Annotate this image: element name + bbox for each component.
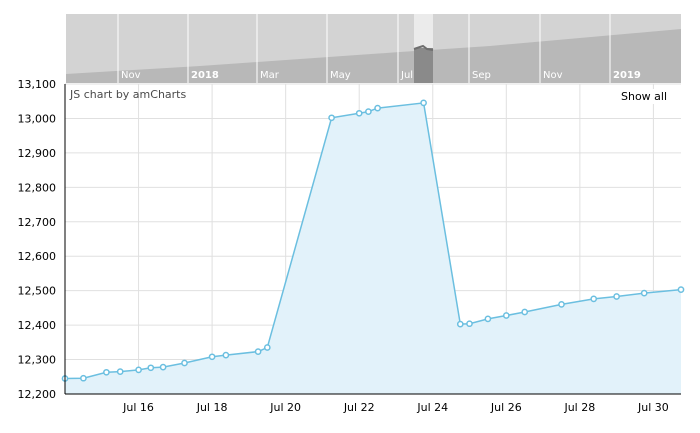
data-point[interactable] xyxy=(558,301,565,308)
data-point[interactable] xyxy=(254,348,262,355)
data-point[interactable] xyxy=(484,315,492,323)
scrollbar-label: May xyxy=(330,70,351,81)
y-tick-label: 13,000 xyxy=(18,112,57,125)
data-point[interactable] xyxy=(328,114,335,122)
data-point[interactable] xyxy=(502,312,510,319)
scrollbar-label: Sep xyxy=(472,70,491,81)
scrollbar-series xyxy=(66,29,681,83)
scrollbar[interactable]: Nov 2018 Mar May Jul Sep Nov 2019 xyxy=(66,14,681,83)
data-point[interactable] xyxy=(677,286,685,293)
data-point[interactable] xyxy=(420,99,427,107)
plot-area: 12,200 12,300 12,400 12,500 12,600 12,700 12,8… xyxy=(18,78,685,414)
data-point[interactable] xyxy=(590,295,598,303)
data-point[interactable] xyxy=(208,353,216,361)
x-tick-label: Jul 26 xyxy=(490,401,522,414)
data-point[interactable] xyxy=(80,374,87,382)
data-point[interactable] xyxy=(355,109,363,117)
scrollbar-selection-fill[interactable] xyxy=(414,48,433,83)
y-tick-label: 12,200 xyxy=(18,388,57,401)
data-point[interactable] xyxy=(181,359,188,367)
y-tick-label: 13,100 xyxy=(18,78,57,91)
data-point[interactable] xyxy=(159,363,167,371)
scrollbar-label: 2019 xyxy=(613,70,641,81)
series-area xyxy=(65,102,681,395)
data-point[interactable] xyxy=(456,320,464,328)
y-tick-label: 12,400 xyxy=(18,319,57,332)
data-point[interactable] xyxy=(103,368,110,376)
x-tick-label: Jul 22 xyxy=(343,401,375,414)
y-tick-label: 12,300 xyxy=(18,354,57,367)
data-point[interactable] xyxy=(521,308,529,316)
scrollbar-selection-line xyxy=(413,44,434,51)
data-point[interactable] xyxy=(116,368,124,375)
y-tick-label: 12,800 xyxy=(18,181,57,194)
y-tick-label: 12,600 xyxy=(18,250,57,263)
y-tick-label: 12,700 xyxy=(18,216,57,229)
data-point[interactable] xyxy=(135,366,142,374)
x-tick-label: Jul 28 xyxy=(563,401,595,414)
data-point[interactable] xyxy=(613,293,620,300)
y-tick-label: 12,900 xyxy=(18,147,57,160)
data-point[interactable] xyxy=(374,104,381,112)
scrollbar-label: 2018 xyxy=(191,70,219,81)
x-tick-label: Jul 18 xyxy=(196,401,228,414)
scrollbar-label: Nov xyxy=(121,70,141,81)
data-point[interactable] xyxy=(466,320,473,328)
x-tick-label: Jul 20 xyxy=(269,401,301,414)
data-point[interactable] xyxy=(640,289,648,297)
show-all-button[interactable]: Show all xyxy=(617,89,672,104)
x-tick-label: Jul 16 xyxy=(122,401,154,414)
scrollbar-label: Nov xyxy=(543,70,563,81)
data-point[interactable] xyxy=(222,351,230,359)
credit-label[interactable]: JS chart by amCharts xyxy=(69,88,186,101)
scrollbar-label: Jul xyxy=(400,70,413,81)
data-point[interactable] xyxy=(147,364,155,372)
data-point[interactable] xyxy=(365,108,372,115)
scrollbar-label: Mar xyxy=(260,70,280,81)
x-tick-label: Jul 24 xyxy=(416,401,448,414)
y-tick-label: 12,500 xyxy=(18,285,57,298)
x-tick-label: Jul 30 xyxy=(637,401,669,414)
data-point[interactable] xyxy=(263,344,271,351)
